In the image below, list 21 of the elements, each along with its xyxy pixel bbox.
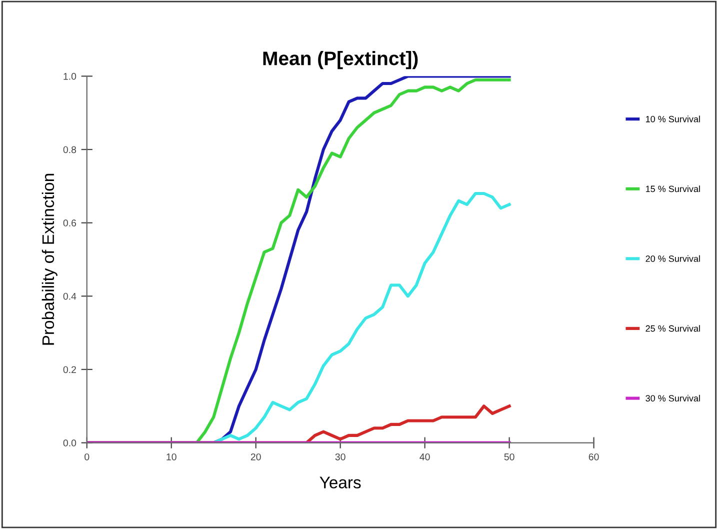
y-tick-label: 0.8 xyxy=(63,146,76,154)
y-tick-label: 1.0 xyxy=(64,72,76,80)
y-tick-label: 0.6 xyxy=(63,220,76,226)
legend-label: 15 % Survival xyxy=(646,185,700,192)
x-tick-label: 40 xyxy=(420,453,430,460)
x-tick-label: 20 xyxy=(250,453,261,460)
chart-title: Mean (P[extinct]) xyxy=(263,50,418,70)
y-tick-label: 0.4 xyxy=(63,292,76,300)
x-axis-title: Years xyxy=(320,476,361,488)
y-tick-label: 0.2 xyxy=(63,366,76,374)
x-tick-label: 0 xyxy=(84,453,90,460)
legend-label: 25 % Survival xyxy=(646,325,700,332)
y-tick-label: 0.0 xyxy=(63,440,76,446)
x-tick-label: 10 xyxy=(166,453,176,460)
x-tick-label: 50 xyxy=(504,453,514,460)
legend-label: 30 % Survival xyxy=(646,394,700,402)
legend-label: 10 % Survival xyxy=(646,116,700,122)
y-axis-title: Probability of Extinction xyxy=(42,174,58,345)
x-tick-label: 30 xyxy=(335,453,346,460)
legend-label: 20 % Survival xyxy=(646,255,700,262)
x-tick-label: 60 xyxy=(588,453,599,460)
